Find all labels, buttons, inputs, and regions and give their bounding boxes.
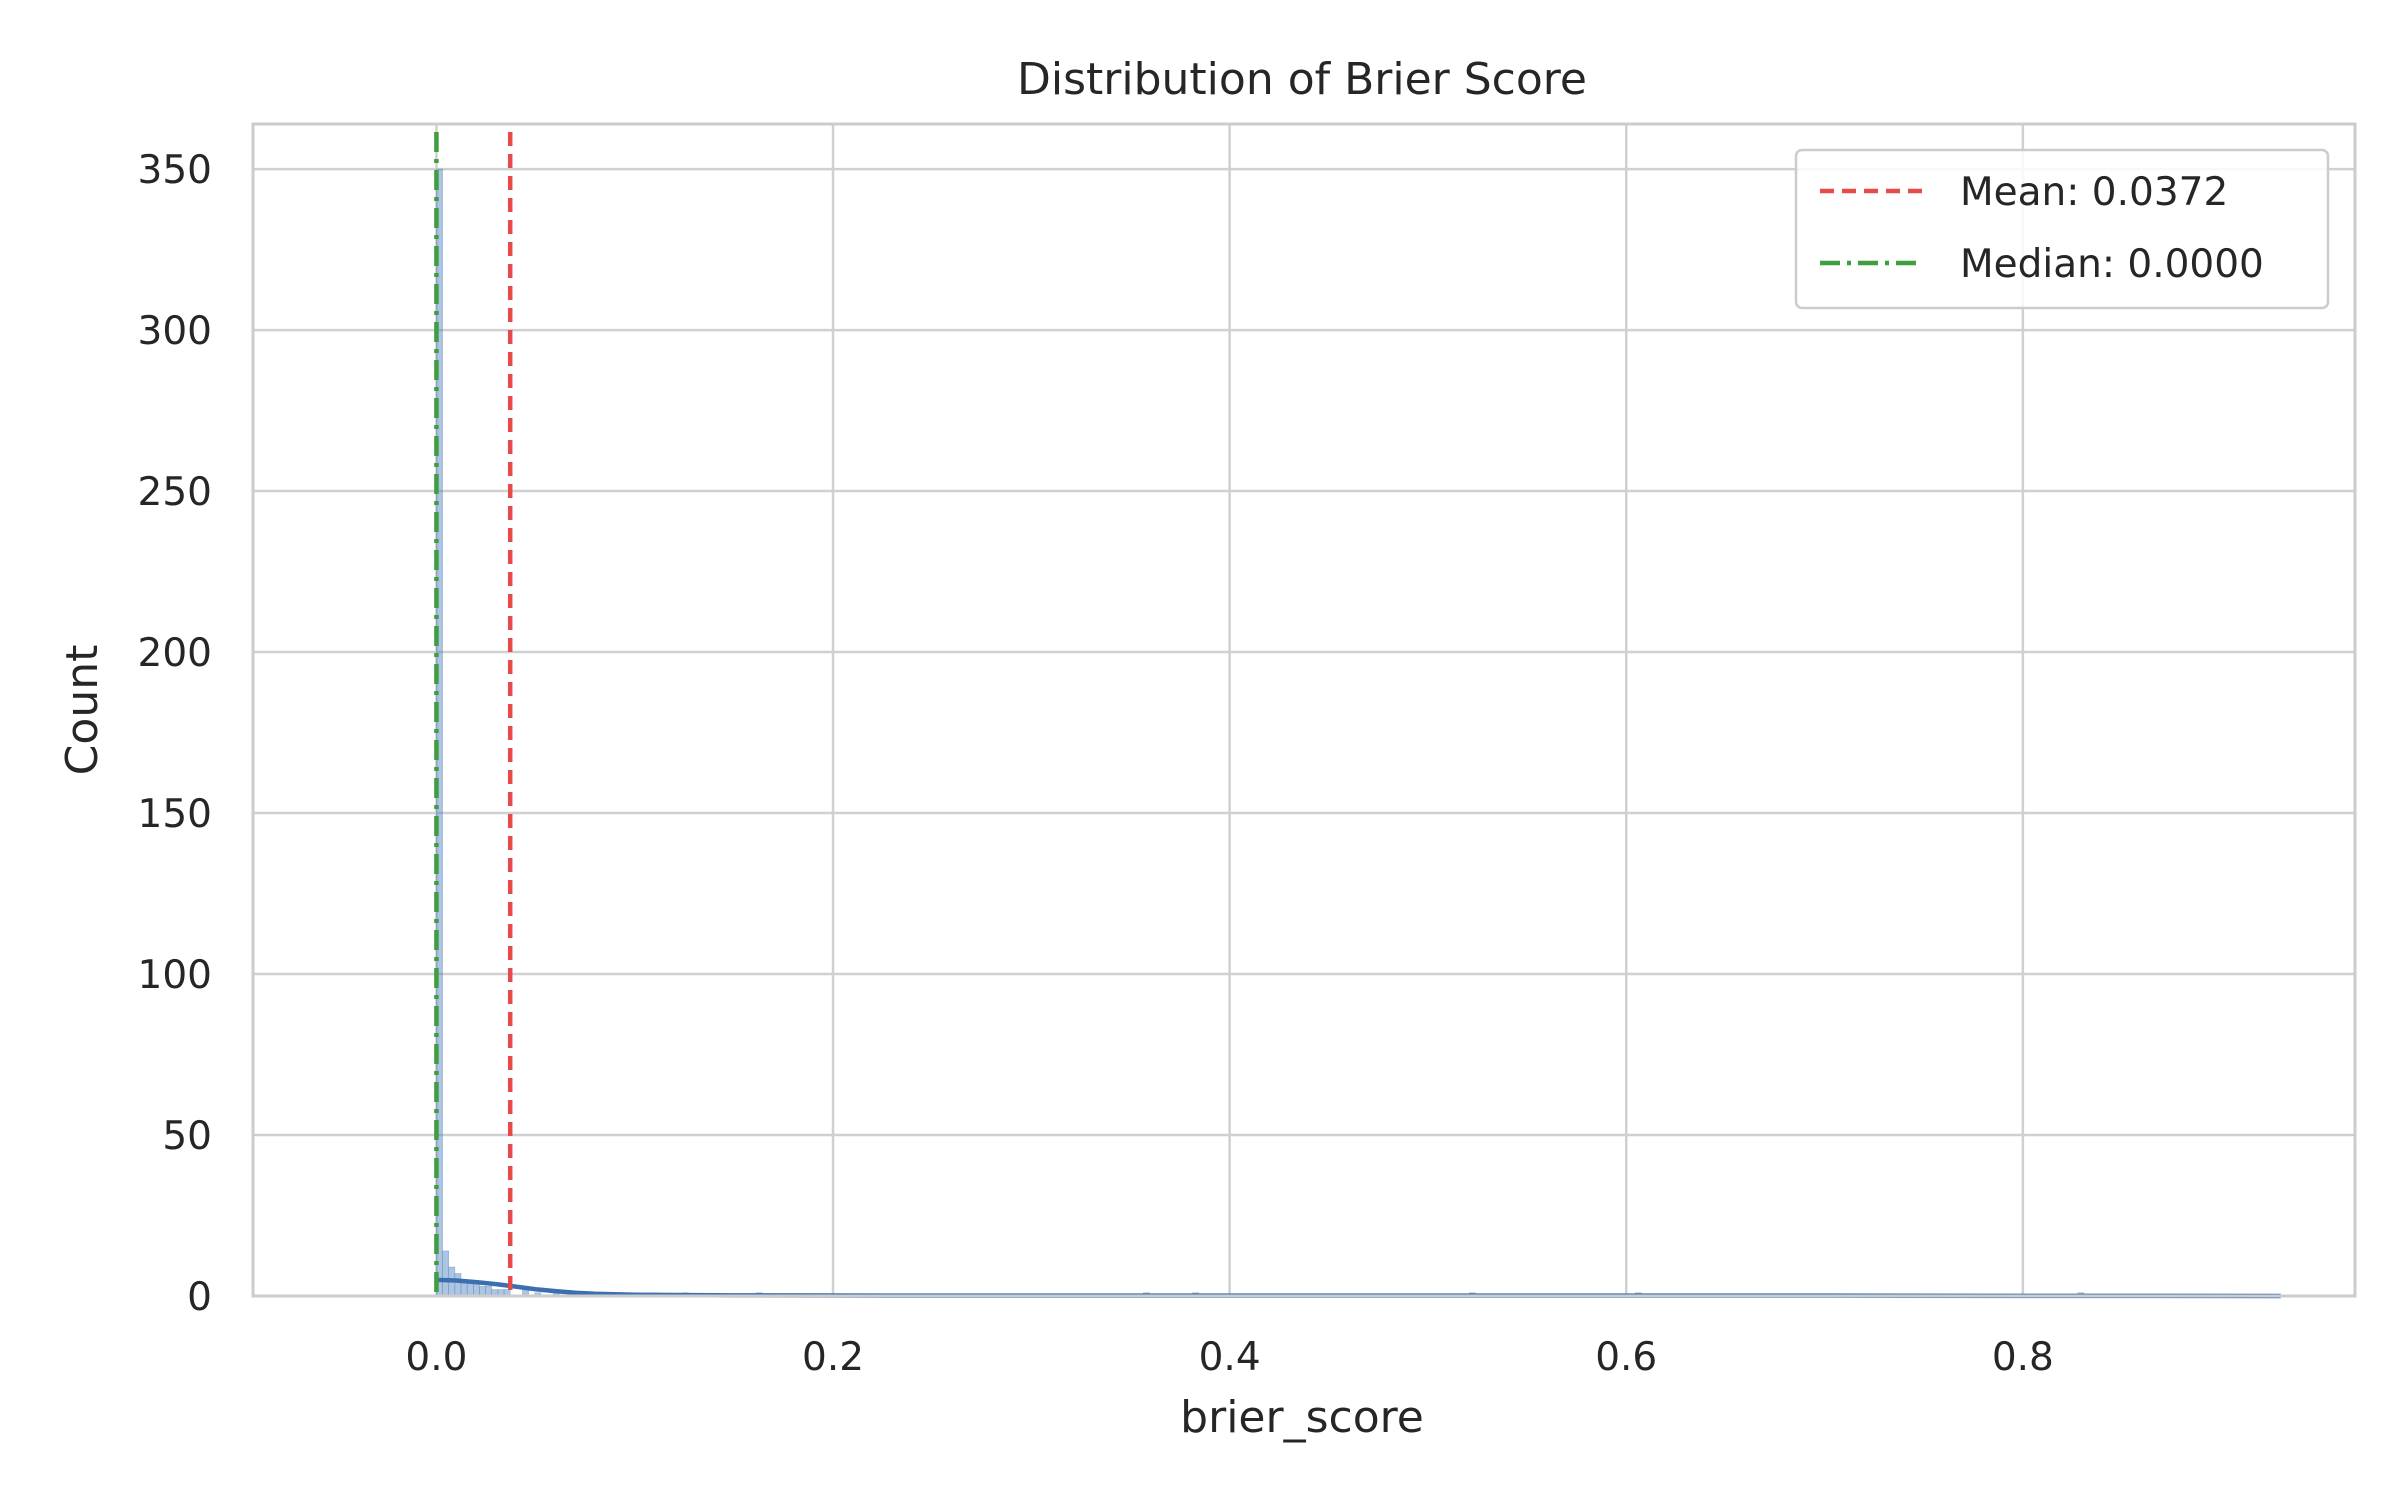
y-tick-label: 200 <box>138 631 212 676</box>
x-tick-label: 0.0 <box>405 1335 467 1380</box>
chart-title: Distribution of Brier Score <box>1017 54 1587 105</box>
y-tick-label: 250 <box>138 470 212 515</box>
histogram-bar <box>442 1250 450 1297</box>
legend-median-label: Median: 0.0000 <box>1960 242 2264 287</box>
y-tick-label: 300 <box>138 309 212 354</box>
y-tick-label: 0 <box>187 1275 212 1320</box>
x-tick-label: 0.4 <box>1199 1335 1261 1380</box>
y-tick-labels: 0 50 100 150 200 250 300 350 <box>138 148 212 1320</box>
y-tick-label: 150 <box>138 792 212 837</box>
y-tick-label: 50 <box>162 1114 212 1159</box>
histogram-bar <box>454 1273 462 1297</box>
x-tick-label: 0.2 <box>802 1335 864 1380</box>
x-tick-labels: 0.0 0.2 0.4 0.6 0.8 <box>405 1335 2053 1380</box>
histogram-bars <box>436 168 2085 1297</box>
histogram-bar <box>473 1282 480 1297</box>
plot-frame <box>251 122 2357 1298</box>
legend-box <box>1794 148 2330 310</box>
y-axis-label: Count <box>57 645 108 776</box>
y-tick-label: 350 <box>138 148 212 193</box>
legend: Mean: 0.0372 Median: 0.0000 <box>1794 148 2330 310</box>
x-tick-label: 0.6 <box>1595 1335 1657 1380</box>
reference-lines <box>434 132 513 1296</box>
x-tick-label: 0.8 <box>1992 1335 2054 1380</box>
histogram-bar <box>466 1282 474 1297</box>
x-axis-label: brier_score <box>1180 1392 1424 1443</box>
y-tick-label: 100 <box>138 953 212 998</box>
kde-curve <box>436 1277 2281 1299</box>
legend-mean-label: Mean: 0.0372 <box>1960 170 2228 215</box>
kde-curve-group <box>436 1277 2281 1299</box>
